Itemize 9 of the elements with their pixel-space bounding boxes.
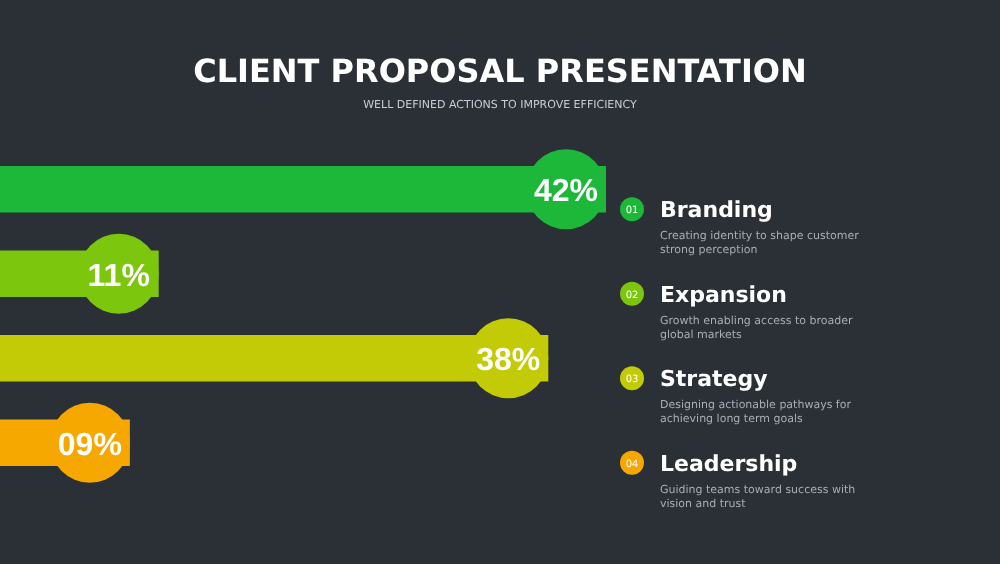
chart-title: CLIENT PROPOSAL PRESENTATION bbox=[193, 52, 807, 90]
data-label: 38% bbox=[476, 344, 541, 379]
data-label: 11% bbox=[87, 259, 150, 294]
y-tick-label: Leadership bbox=[660, 450, 798, 477]
y-tick-label: Branding bbox=[660, 197, 773, 224]
y-tick-label: Expansion bbox=[660, 281, 787, 308]
data-label: 09% bbox=[57, 428, 122, 463]
data-label: 42% bbox=[533, 175, 599, 210]
y-tick-label: Strategy bbox=[660, 366, 768, 393]
